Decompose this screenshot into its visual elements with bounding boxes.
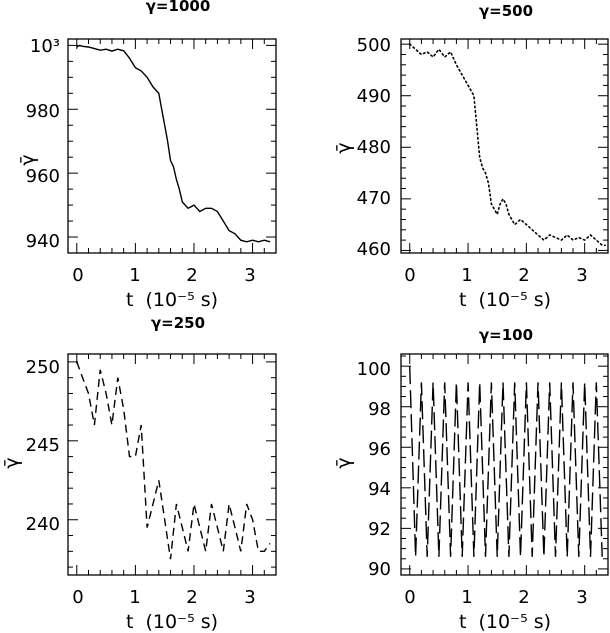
plot-frame (67, 353, 277, 576)
x-axis-label: t (10⁻⁵ s) (459, 289, 551, 311)
panel-gamma-250: γ=250 0 1 2 3 250 245 240 t (10⁻⁵ s) γ̄ (1, 314, 277, 633)
y-axis-label: γ̄ (333, 142, 355, 153)
x-axis-label: t (10⁻⁵ s) (459, 611, 551, 633)
y-tick-label: 94 (368, 479, 391, 500)
y-tick-label: 480 (357, 137, 391, 158)
y-tick-label: 960 (26, 166, 60, 187)
x-tick-label: 2 (518, 587, 529, 608)
plot-frame (67, 38, 277, 254)
x-tick-label: 0 (404, 265, 415, 286)
panel-title: γ=250 (151, 314, 205, 332)
panel-gamma-1000: γ=1000 0 1 2 3 10³ 980 960 940 t (10⁻⁵ s… (17, 0, 277, 311)
axis-ticks (68, 354, 277, 575)
plot-frame (400, 353, 609, 576)
y-tick-label: 980 (26, 101, 60, 122)
y-tick-label: 98 (368, 399, 391, 420)
y-tick-label: 245 (26, 435, 60, 456)
axis-ticks (401, 39, 609, 253)
series-line-dotted (408, 43, 606, 247)
y-axis-label: γ̄ (333, 457, 355, 468)
x-tick-label: 0 (72, 587, 83, 608)
x-tick-label: 1 (461, 587, 472, 608)
y-tick-label: 460 (357, 239, 391, 260)
y-tick-label: 96 (368, 439, 391, 460)
y-tick-label: 490 (357, 86, 391, 107)
x-tick-label: 3 (244, 265, 255, 286)
y-tick-label: 940 (26, 231, 60, 252)
x-tick-label: 2 (518, 265, 529, 286)
y-tick-label: 470 (357, 188, 391, 209)
x-tick-label: 1 (129, 265, 140, 286)
y-tick-label: 90 (368, 559, 391, 580)
series-line-solid (76, 44, 271, 243)
y-tick-label: 500 (357, 35, 391, 56)
x-tick-label: 3 (576, 587, 587, 608)
panel-gamma-100: γ=100 0 1 2 3 100 98 96 94 92 90 t (10⁻⁵… (333, 326, 609, 633)
panel-gamma-500: γ=500 0 1 2 3 500 490 480 470 460 t (10⁻… (333, 2, 609, 311)
x-tick-label: 1 (129, 587, 140, 608)
x-axis-label: t (10⁻⁵ s) (126, 611, 218, 633)
plot-frame (400, 38, 609, 254)
series-line-longdash (409, 366, 603, 557)
x-tick-label: 0 (404, 587, 415, 608)
x-tick-label: 2 (186, 265, 197, 286)
x-tick-label: 2 (186, 587, 197, 608)
x-tick-label: 1 (461, 265, 472, 286)
panel-title: γ=500 (479, 2, 533, 20)
panel-title: γ=1000 (146, 0, 211, 15)
panel-title: γ=100 (479, 326, 533, 344)
y-tick-label: 92 (368, 519, 391, 540)
y-tick-label: 100 (357, 359, 391, 380)
y-axis-label: γ̄ (1, 457, 23, 468)
x-axis-label: t (10⁻⁵ s) (126, 289, 218, 311)
y-tick-label: 10³ (30, 36, 60, 57)
x-tick-label: 0 (72, 265, 83, 286)
y-tick-label: 240 (26, 514, 60, 535)
y-tick-label: 250 (26, 357, 60, 378)
series-line-dashed (76, 361, 271, 560)
x-tick-label: 3 (244, 587, 255, 608)
axis-ticks (68, 39, 277, 254)
y-axis-label: γ̄ (17, 154, 39, 165)
x-tick-label: 3 (576, 265, 587, 286)
axis-ticks (401, 354, 609, 575)
